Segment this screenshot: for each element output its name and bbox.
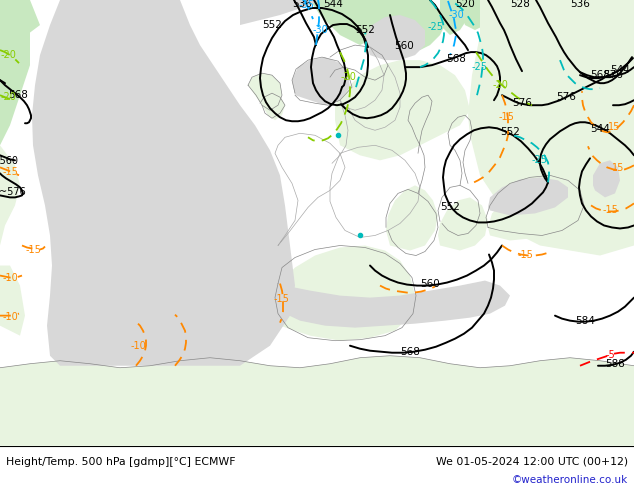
Text: -35: -35 xyxy=(298,0,314,10)
Text: -15: -15 xyxy=(602,205,618,216)
Text: -20: -20 xyxy=(0,50,16,60)
Text: -10: -10 xyxy=(2,272,18,283)
Polygon shape xyxy=(0,0,30,146)
Polygon shape xyxy=(440,0,470,35)
Text: 536: 536 xyxy=(292,0,312,9)
Text: -5: -5 xyxy=(605,350,615,360)
Text: -15: -15 xyxy=(25,245,41,254)
Text: -15: -15 xyxy=(2,168,18,177)
Polygon shape xyxy=(488,177,568,216)
Polygon shape xyxy=(365,15,425,60)
Polygon shape xyxy=(240,0,320,25)
Polygon shape xyxy=(248,73,282,110)
Text: -15: -15 xyxy=(498,112,514,122)
Polygon shape xyxy=(386,185,438,250)
Polygon shape xyxy=(540,0,575,32)
Polygon shape xyxy=(278,281,510,328)
Text: -20: -20 xyxy=(492,80,508,90)
Text: -20: -20 xyxy=(340,72,356,82)
Text: 544: 544 xyxy=(590,124,610,134)
Text: 15: 15 xyxy=(612,163,624,173)
Polygon shape xyxy=(0,146,20,245)
Polygon shape xyxy=(460,0,490,30)
Text: 576: 576 xyxy=(556,92,576,102)
Text: 544: 544 xyxy=(323,0,343,9)
Polygon shape xyxy=(272,245,415,341)
Polygon shape xyxy=(32,0,295,366)
Text: -15: -15 xyxy=(273,294,289,304)
Polygon shape xyxy=(438,197,488,250)
Polygon shape xyxy=(335,60,470,160)
Text: 552: 552 xyxy=(440,202,460,213)
Text: 536: 536 xyxy=(570,0,590,9)
Text: -30: -30 xyxy=(312,25,328,35)
Polygon shape xyxy=(488,183,580,241)
Text: ~576: ~576 xyxy=(0,187,25,197)
Text: 544: 544 xyxy=(610,65,630,75)
Text: -25: -25 xyxy=(472,62,488,72)
Polygon shape xyxy=(0,356,634,446)
Text: -10: -10 xyxy=(130,341,146,351)
Text: 568: 568 xyxy=(400,347,420,357)
Polygon shape xyxy=(480,0,515,30)
Text: 560: 560 xyxy=(420,279,440,289)
Text: ©weatheronline.co.uk: ©weatheronline.co.uk xyxy=(512,475,628,485)
Polygon shape xyxy=(468,0,634,255)
Text: 560: 560 xyxy=(394,41,414,51)
Text: 568: 568 xyxy=(8,90,28,100)
Text: 588: 588 xyxy=(605,359,625,369)
Text: -560: -560 xyxy=(0,156,19,166)
Polygon shape xyxy=(310,0,400,45)
Polygon shape xyxy=(330,0,415,40)
Text: 576: 576 xyxy=(512,98,532,108)
Polygon shape xyxy=(280,0,310,5)
Text: 552: 552 xyxy=(262,20,282,30)
Text: 15: 15 xyxy=(608,122,620,132)
Text: -20: -20 xyxy=(0,92,16,102)
Polygon shape xyxy=(570,0,610,35)
Polygon shape xyxy=(600,0,634,32)
Polygon shape xyxy=(385,0,445,50)
Polygon shape xyxy=(292,57,350,105)
Text: 568: 568 xyxy=(446,54,466,64)
Polygon shape xyxy=(0,0,40,55)
Text: -25: -25 xyxy=(532,155,548,165)
Text: 552: 552 xyxy=(500,127,520,137)
Text: 552: 552 xyxy=(355,25,375,35)
Polygon shape xyxy=(510,0,545,30)
Text: -15: -15 xyxy=(517,249,533,260)
Text: 568: 568 xyxy=(590,70,610,80)
Text: 584: 584 xyxy=(575,316,595,326)
Polygon shape xyxy=(593,160,620,197)
Text: 528: 528 xyxy=(510,0,530,9)
Text: -25: -25 xyxy=(428,22,444,32)
Text: Height/Temp. 500 hPa [gdmp][°C] ECMWF: Height/Temp. 500 hPa [gdmp][°C] ECMWF xyxy=(6,457,235,467)
Text: 520: 520 xyxy=(455,0,475,9)
Text: -30: -30 xyxy=(448,10,464,20)
Polygon shape xyxy=(0,266,25,336)
Text: We 01-05-2024 12:00 UTC (00+12): We 01-05-2024 12:00 UTC (00+12) xyxy=(436,457,628,467)
Text: -10: -10 xyxy=(2,312,18,321)
Text: 576: 576 xyxy=(603,70,623,80)
Polygon shape xyxy=(260,90,285,120)
